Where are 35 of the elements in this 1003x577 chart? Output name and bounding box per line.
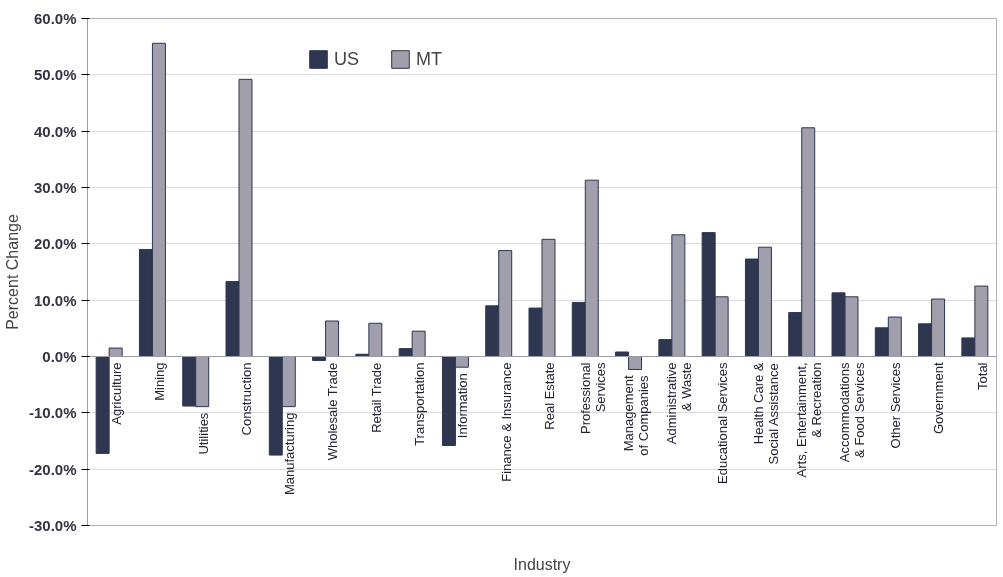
y-tick-label: 60.0% bbox=[33, 10, 77, 27]
x-axis-title: Industry bbox=[513, 555, 571, 573]
x-tick-label: Retail Trade bbox=[368, 362, 384, 433]
x-tick-label: Manufacturing bbox=[282, 412, 298, 496]
x-tick-label: Total bbox=[974, 362, 990, 390]
x-tick-label: Real Estate bbox=[541, 362, 557, 430]
legend-label: MT bbox=[416, 48, 443, 70]
x-tick-label: Agriculture bbox=[109, 362, 124, 425]
x-tick-label: Transportation bbox=[412, 362, 427, 446]
x-tick-label: Government bbox=[931, 362, 947, 435]
x-tick-label: Management of Companies bbox=[620, 374, 651, 456]
y-tick-label: 20.0% bbox=[33, 235, 77, 253]
x-tick-label: Health Care & Social Assistance bbox=[750, 362, 781, 465]
x-tick-label: Information bbox=[455, 373, 471, 439]
y-axis-title: Percent Change bbox=[3, 214, 21, 330]
legend-label: US bbox=[334, 48, 360, 70]
x-tick-label: Administrative & Waste bbox=[664, 362, 695, 445]
x-tick-label: Professional Services bbox=[577, 362, 608, 435]
x-tick-label: Wholesale Trade bbox=[325, 362, 341, 461]
y-tick-label: 40.0% bbox=[33, 122, 77, 140]
y-tick-label: -30.0% bbox=[28, 517, 77, 534]
y-tick-label: 50.0% bbox=[33, 66, 77, 84]
x-tick-label: Construction bbox=[238, 362, 254, 436]
x-tick-label: Educational Services bbox=[715, 362, 730, 484]
x-tick-label: Utilities bbox=[195, 412, 211, 455]
x-tick-label: Other Services bbox=[888, 362, 904, 449]
y-tick-label: -20.0% bbox=[28, 460, 77, 478]
y-tick-label: 30.0% bbox=[33, 179, 77, 196]
x-tick-label: Mining bbox=[152, 362, 168, 401]
x-tick-label: Arts, Entertainment, & Recreation bbox=[794, 362, 825, 478]
x-tick-label: Finance & Insurance bbox=[498, 362, 514, 482]
y-tick-label: 10.0% bbox=[33, 291, 77, 309]
y-tick-label: -10.0% bbox=[28, 404, 77, 422]
x-tick-label: Accommodations & Food Services bbox=[837, 362, 868, 463]
y-tick-label: 0.0% bbox=[42, 348, 77, 365]
